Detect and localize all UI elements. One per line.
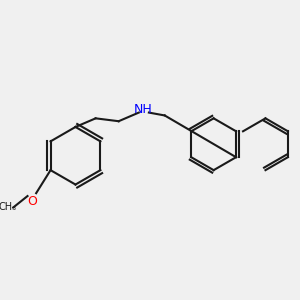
Text: O: O xyxy=(27,195,37,208)
Text: CH₃: CH₃ xyxy=(0,202,16,212)
Text: NH: NH xyxy=(134,103,152,116)
